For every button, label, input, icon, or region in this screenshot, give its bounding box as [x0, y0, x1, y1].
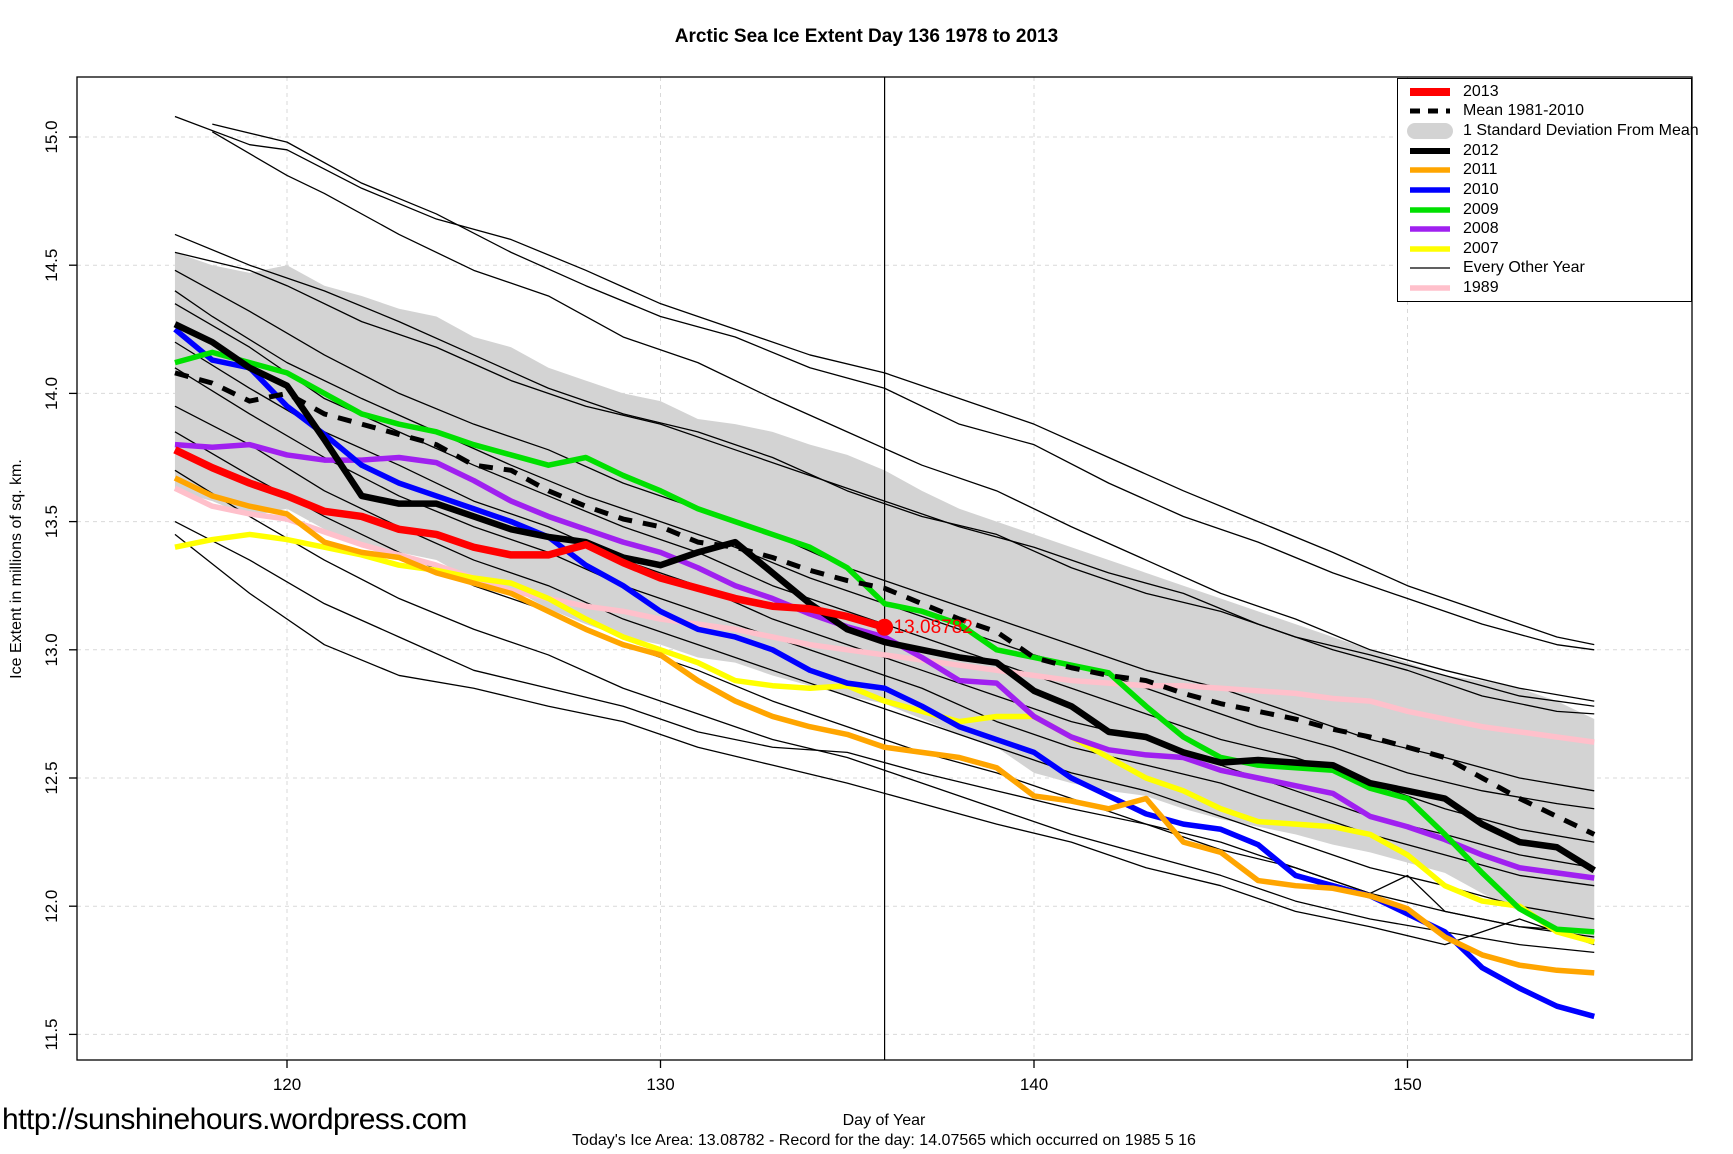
legend-item-2008: 2008 [1407, 220, 1691, 239]
legend-sample-line [1410, 285, 1450, 291]
legend-label: 2011 [1463, 161, 1498, 179]
x-tick-label: 120 [273, 1075, 301, 1094]
legend-item-2012: 2012 [1407, 141, 1691, 160]
legend-label: 1 Standard Deviation From Mean [1463, 122, 1699, 140]
legend-sample-line [1410, 267, 1450, 270]
legend-sample-line [1410, 226, 1450, 232]
y-tick-label: 11.5 [42, 1018, 61, 1050]
value-annotation: 13.08782 [893, 617, 973, 639]
legend-item-2011: 2011 [1407, 161, 1691, 180]
series-2009-line [174, 349, 1595, 935]
legend-item-1989: 1989 [1407, 279, 1691, 298]
y-tick-label: 15.0 [42, 120, 61, 153]
every-other-year-line [174, 521, 1595, 938]
legend-label: 2013 [1463, 82, 1499, 100]
x-tick-label: 150 [1393, 1075, 1421, 1094]
legend-sample-line [1410, 147, 1450, 154]
legend-box: 2013 Mean 1981-2010 1 Standard Deviation F… [1397, 78, 1699, 302]
series-2013-line [173, 446, 886, 631]
series-1989-line [173, 485, 1595, 745]
legend-label: 2008 [1463, 220, 1499, 238]
series-2008-line [174, 441, 1595, 881]
legend-sample-line [1410, 206, 1450, 213]
x-tick-label: 140 [1020, 1075, 1048, 1094]
every-other-year-line [212, 123, 1595, 651]
series-2007-line [174, 531, 1595, 945]
series-2011-line [173, 475, 1595, 976]
y-tick-label: 14.5 [42, 249, 61, 282]
x-tick-label: 130 [646, 1075, 674, 1094]
y-axis-title: Ice Extent in millions of sq. km. [8, 459, 25, 679]
legend-label: 2010 [1463, 180, 1499, 198]
legend-sample-line [1410, 87, 1450, 96]
series-2013-end-dot [876, 618, 894, 636]
y-tick-label: 13.5 [42, 505, 61, 538]
footnote-text: Today's Ice Area: 13.08782 - Record for … [572, 1132, 1196, 1149]
legend-sample-line [1410, 108, 1450, 114]
y-tick-label: 12.0 [42, 890, 61, 923]
legend-label: Every Other Year [1463, 259, 1585, 277]
y-tick-label: 14.0 [42, 377, 61, 410]
legend-item-2013: 2013 [1407, 82, 1691, 101]
series-mean-1981-2010-line [174, 370, 1596, 837]
series-2012-line [173, 321, 1596, 874]
watermark-url: http://sunshinehours.wordpress.com [2, 1103, 467, 1136]
plot-border [76, 76, 1693, 1061]
legend-label: 2012 [1463, 141, 1499, 159]
legend-label: 2007 [1463, 239, 1499, 257]
legend-sample-line [1410, 246, 1450, 252]
legend-sample-line [1410, 167, 1450, 174]
legend-item-2007: 2007 [1407, 239, 1691, 258]
legend-item-mean-1981-2010: Mean 1981-2010 [1407, 102, 1691, 121]
legend-item-every-other-year: Every Other Year [1407, 259, 1691, 278]
y-tick-label: 13.0 [42, 633, 61, 666]
x-axis-title: Day of Year [842, 1112, 926, 1129]
legend-sample-line [1407, 123, 1453, 140]
legend-item-1-standard-deviation-from-mean: 1 Standard Deviation From Mean [1407, 122, 1699, 141]
legend-label: 2009 [1463, 200, 1499, 218]
legend-item-2009: 2009 [1407, 200, 1691, 219]
legend-label: Mean 1981-2010 [1463, 102, 1584, 120]
legend-item-2010: 2010 [1407, 180, 1691, 199]
legend-label: 1989 [1463, 279, 1499, 297]
chart-title: Arctic Sea Ice Extent Day 136 1978 to 20… [674, 26, 1059, 47]
y-tick-label: 12.5 [42, 761, 61, 794]
legend-sample-line [1410, 187, 1450, 193]
